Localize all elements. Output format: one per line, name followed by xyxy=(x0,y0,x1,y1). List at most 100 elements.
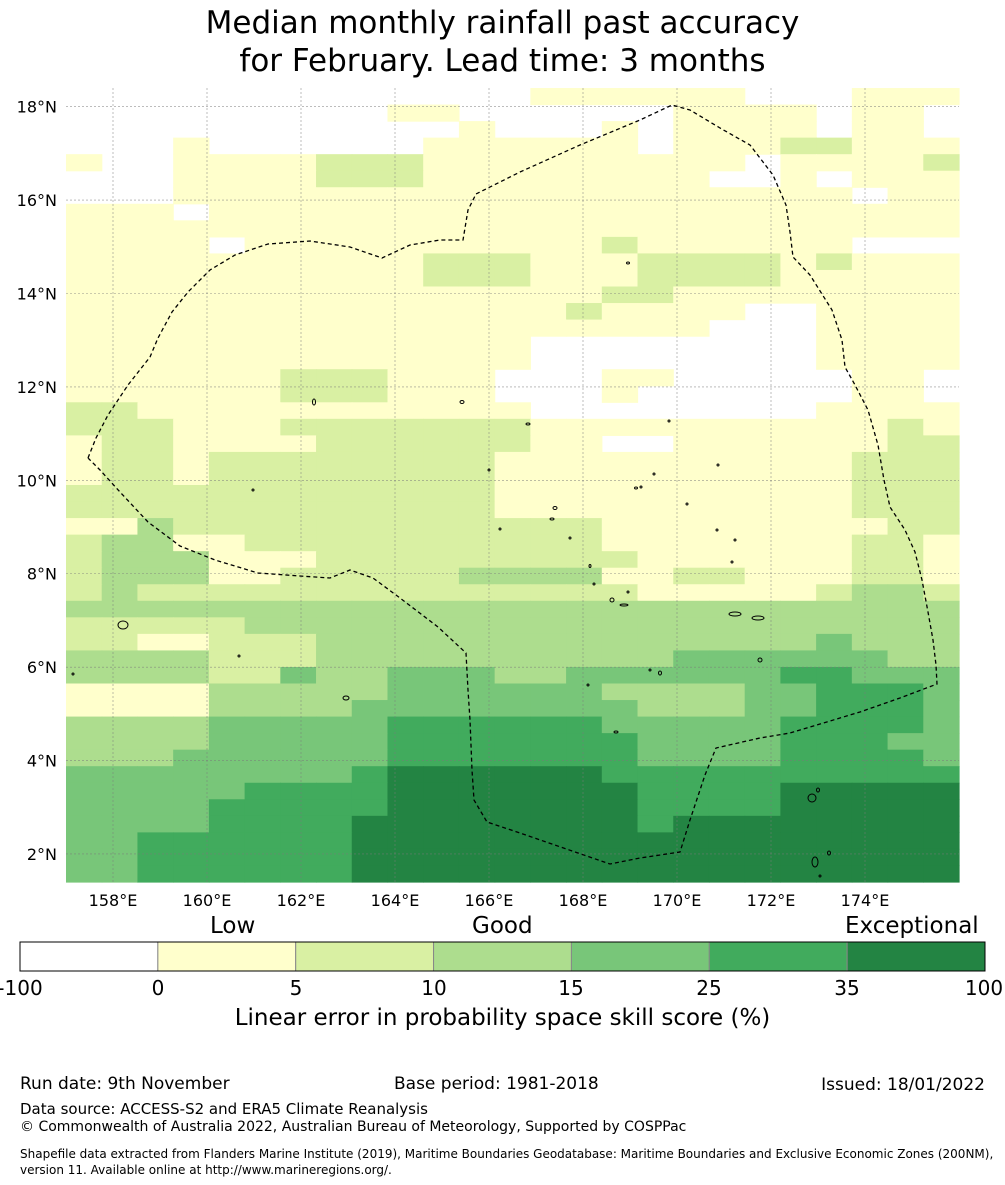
grid-cell xyxy=(708,683,746,701)
grid-cell xyxy=(173,253,210,271)
grid-cell xyxy=(101,848,139,867)
grid-cell xyxy=(708,782,746,800)
grid-cell xyxy=(816,468,853,486)
grid-cell xyxy=(208,203,246,221)
island-outline xyxy=(751,615,765,621)
latitude-label: 6°N xyxy=(27,658,57,677)
grid-cell xyxy=(387,501,424,519)
grid-cell xyxy=(530,88,567,106)
grid-cell xyxy=(530,716,567,734)
grid-cell xyxy=(708,518,746,536)
grid-cell xyxy=(208,766,246,784)
grid-cell xyxy=(566,418,603,436)
grid-cell xyxy=(387,104,424,122)
island-outline xyxy=(667,419,671,423)
grid-cell xyxy=(244,766,281,784)
grid-cell xyxy=(601,385,639,403)
grid-cell xyxy=(423,832,460,850)
grid-cell xyxy=(494,848,531,867)
grid-cell xyxy=(744,617,781,635)
grid-cell xyxy=(744,435,781,453)
grid-cell xyxy=(101,766,139,784)
grid-cell xyxy=(280,782,317,800)
grid-cell xyxy=(530,832,567,850)
grid-cell xyxy=(173,137,210,155)
grid-cell xyxy=(244,782,281,800)
grid-cell xyxy=(494,236,531,255)
grid-cell xyxy=(173,170,210,188)
grid-cell xyxy=(780,766,817,784)
grid-cell xyxy=(280,733,317,751)
grid-cell xyxy=(423,716,460,734)
grid-cell xyxy=(601,815,639,833)
grid-cell xyxy=(423,402,460,420)
grid-cell xyxy=(601,236,639,255)
grid-cell xyxy=(101,600,139,618)
grid-cell xyxy=(280,236,317,255)
grid-cell xyxy=(208,220,246,238)
grid-cell xyxy=(816,567,853,585)
grid-cell xyxy=(780,733,817,751)
grid-cell xyxy=(708,418,746,436)
grid-cell xyxy=(458,567,496,585)
grid-cell xyxy=(244,617,281,635)
grid-cell xyxy=(530,799,567,817)
grid-cell xyxy=(280,848,317,867)
grid-cell xyxy=(423,633,460,652)
grid-cell xyxy=(601,848,639,867)
grid-cell xyxy=(101,236,139,255)
grid-cell xyxy=(423,451,460,470)
grid-cell xyxy=(744,104,781,122)
grid-cell xyxy=(173,336,210,354)
grid-cell xyxy=(101,319,139,337)
colorbar-swatch xyxy=(157,941,297,972)
grid-cell xyxy=(208,154,246,172)
grid-cell xyxy=(637,253,674,271)
grid-cell xyxy=(280,551,317,569)
grid-cell xyxy=(780,865,817,883)
grid-cell xyxy=(244,518,281,536)
grid-cell xyxy=(351,203,389,221)
grid-cell xyxy=(423,766,460,784)
grid-cell xyxy=(137,253,174,271)
grid-cell xyxy=(351,633,389,652)
grid-cell xyxy=(423,170,460,188)
grid-cell xyxy=(816,551,853,569)
grid-cell xyxy=(423,385,460,403)
grid-cell xyxy=(458,402,496,420)
grid-cell xyxy=(887,418,924,436)
grid-cell xyxy=(851,518,889,536)
grid-cell xyxy=(280,253,317,271)
grid-cell xyxy=(673,865,710,883)
grid-cell xyxy=(816,286,853,304)
grid-cell xyxy=(351,584,389,602)
grid-cell xyxy=(66,832,103,850)
grid-cell xyxy=(923,650,960,668)
grid-cell xyxy=(923,534,960,552)
grid-cell xyxy=(280,369,317,387)
grid-cell xyxy=(708,451,746,470)
grid-cell xyxy=(351,815,389,833)
grid-cell xyxy=(780,236,817,255)
grid-cell xyxy=(66,749,103,767)
grid-cell xyxy=(816,303,853,321)
grid-cell xyxy=(137,418,174,436)
grid-cell xyxy=(244,286,281,304)
grid-cell xyxy=(780,815,817,833)
grid-cell xyxy=(708,551,746,569)
grid-cell xyxy=(351,749,389,767)
grid-cell xyxy=(458,848,496,867)
grid-cell xyxy=(744,501,781,519)
grid-cell xyxy=(816,848,853,867)
grid-cell xyxy=(423,187,460,205)
grid-cell xyxy=(137,485,174,503)
grid-cell xyxy=(566,319,603,337)
grid-cell xyxy=(244,203,281,221)
grid-cell xyxy=(637,468,674,486)
grid-cell xyxy=(173,369,210,387)
grid-cell xyxy=(494,865,531,883)
grid-cell xyxy=(387,716,424,734)
grid-cell xyxy=(780,600,817,618)
grid-cell xyxy=(887,799,924,817)
grid-cell xyxy=(923,815,960,833)
